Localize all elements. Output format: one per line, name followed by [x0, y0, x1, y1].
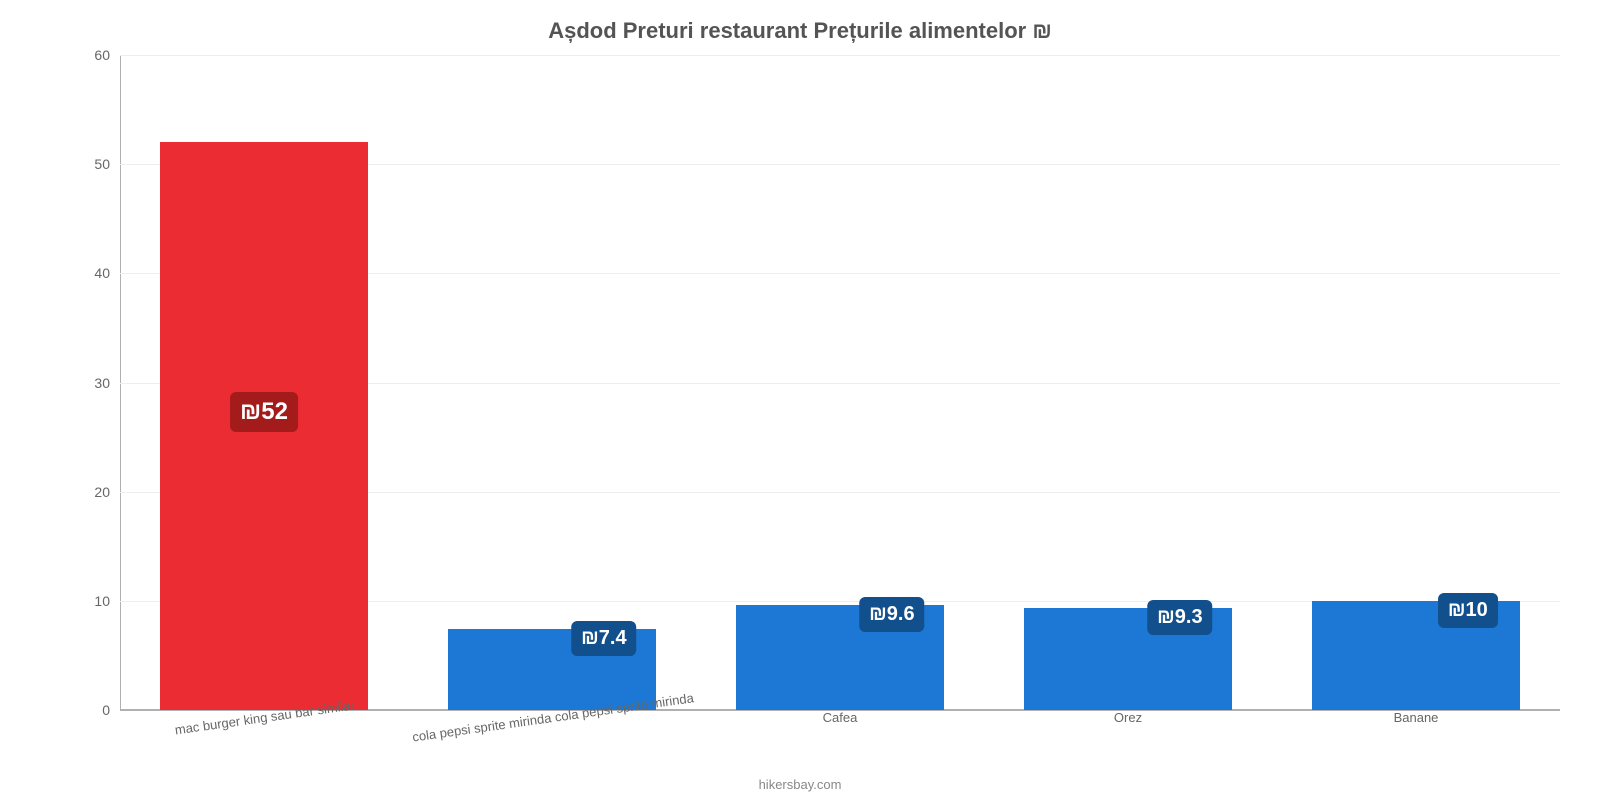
y-tick-label: 40 — [70, 265, 110, 281]
bar: ₪9.6 — [736, 605, 943, 710]
bar-slot: ₪10 — [1272, 55, 1560, 710]
bar: ₪7.4 — [448, 629, 655, 710]
chart-footer: hikersbay.com — [0, 777, 1600, 792]
y-tick-label: 20 — [70, 484, 110, 500]
bar-slot: ₪9.6 — [696, 55, 984, 710]
x-axis-label: Banane — [1272, 710, 1560, 760]
bars-group: ₪52 ₪7.4 ₪9.6 ₪9.3 ₪10 — [120, 55, 1560, 710]
chart-title: Așdod Preturi restaurant Prețurile alime… — [0, 0, 1600, 44]
x-axis-label-text: Banane — [1394, 710, 1439, 725]
y-tick-label: 30 — [70, 375, 110, 391]
bar: ₪10 — [1312, 601, 1519, 710]
bar: ₪52 — [160, 142, 367, 710]
bar-value-label: ₪52 — [230, 392, 298, 432]
x-axis-label: mac burger king sau bar similar — [120, 710, 408, 760]
x-axis-label: Orez — [984, 710, 1272, 760]
bar-value-label: ₪9.6 — [859, 597, 924, 632]
plot-area: 0102030405060 ₪52₪7.4₪9.6₪9.3₪10 — [120, 55, 1560, 710]
x-axis-labels: mac burger king sau bar similarcola peps… — [120, 710, 1560, 760]
bar-slot: ₪52 — [120, 55, 408, 710]
bar-slot: ₪9.3 — [984, 55, 1272, 710]
bar-value-label: ₪7.4 — [571, 621, 636, 656]
y-tick-label: 10 — [70, 593, 110, 609]
chart-container: Așdod Preturi restaurant Prețurile alime… — [0, 0, 1600, 800]
x-axis-label: Cafea — [696, 710, 984, 760]
x-axis-label: cola pepsi sprite mirinda cola pepsi spr… — [408, 710, 696, 760]
y-tick-label: 0 — [70, 702, 110, 718]
y-tick-label: 50 — [70, 156, 110, 172]
x-axis-label-text: Cafea — [823, 710, 858, 725]
bar-value-label: ₪9.3 — [1147, 600, 1212, 635]
y-tick-label: 60 — [70, 47, 110, 63]
bar-slot: ₪7.4 — [408, 55, 696, 710]
bar: ₪9.3 — [1024, 608, 1231, 710]
x-axis-label-text: Orez — [1114, 710, 1142, 725]
bar-value-label: ₪10 — [1438, 593, 1498, 628]
